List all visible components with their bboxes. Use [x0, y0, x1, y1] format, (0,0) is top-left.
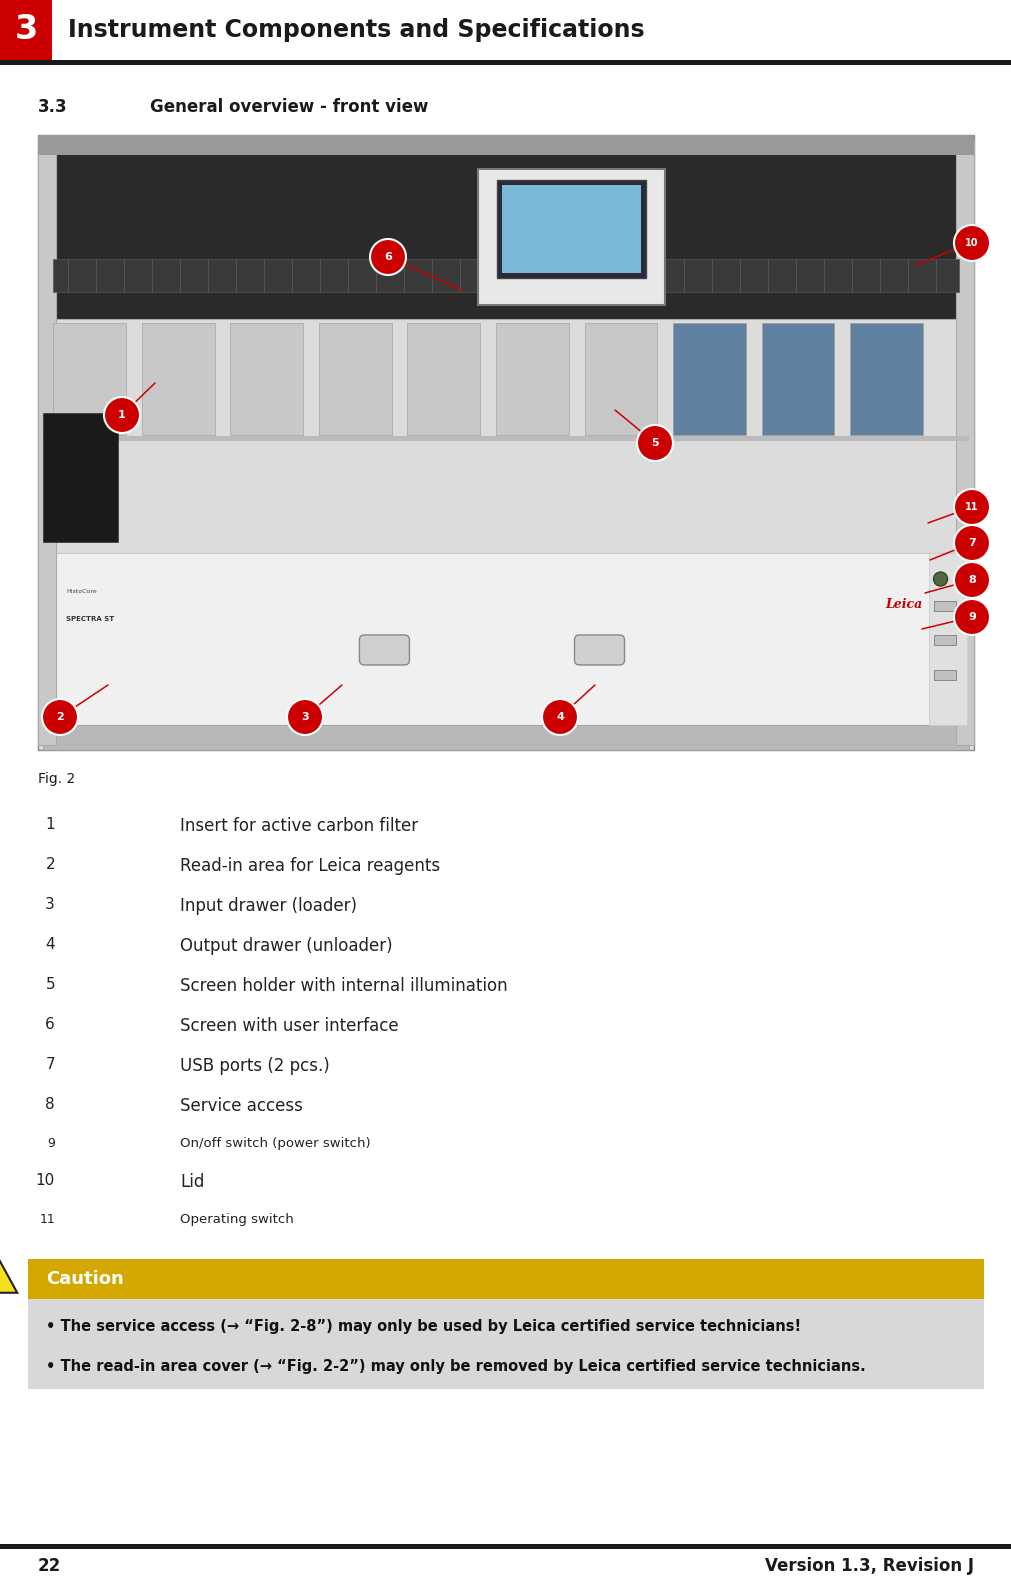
Bar	[954, 140, 973, 745]
Text: Version 1.3, Revision J: Version 1.3, Revision J	[764, 1557, 973, 1574]
Text: 3: 3	[14, 13, 37, 46]
Text: 11: 11	[964, 502, 978, 512]
Text: Input drawer (loader): Input drawer (loader)	[180, 896, 357, 916]
Text: 9: 9	[968, 612, 975, 622]
Bar	[672, 324, 745, 435]
Bar	[231, 324, 302, 435]
Bar	[43, 435, 968, 442]
Text: 8: 8	[968, 576, 975, 585]
Text: 5: 5	[650, 439, 658, 448]
Circle shape	[370, 239, 405, 274]
Bar	[43, 319, 968, 553]
Text: • The service access (→ “Fig. 2-8”) may only be used by Leica certified service : • The service access (→ “Fig. 2-8”) may …	[45, 1319, 801, 1333]
Text: Fig. 2: Fig. 2	[38, 772, 76, 786]
Text: 10: 10	[964, 238, 978, 247]
Text: Lid: Lid	[180, 1172, 204, 1191]
Circle shape	[636, 424, 672, 461]
Text: Leica: Leica	[884, 598, 921, 611]
Text: 6: 6	[45, 1018, 55, 1032]
Circle shape	[42, 699, 78, 735]
Text: Instrument Components and Specifications: Instrument Components and Specifications	[68, 18, 644, 41]
Bar	[932, 635, 954, 646]
Circle shape	[953, 561, 989, 598]
Bar	[501, 185, 641, 273]
Text: 11: 11	[39, 1214, 55, 1227]
Text: 6: 6	[384, 252, 391, 262]
Bar	[932, 601, 954, 611]
Bar	[318, 324, 391, 435]
Text: 22: 22	[38, 1557, 62, 1574]
Text: SPECTRA ST: SPECTRA ST	[67, 616, 114, 622]
Bar	[38, 140, 57, 745]
Text: Caution: Caution	[45, 1270, 123, 1289]
Bar	[584, 324, 656, 435]
Bar	[496, 180, 646, 278]
Text: 4: 4	[45, 936, 55, 952]
Text: 7: 7	[968, 538, 975, 549]
Text: Screen with user interface: Screen with user interface	[180, 1018, 398, 1035]
Text: 10: 10	[35, 1172, 55, 1188]
Bar	[0, 0, 52, 61]
Text: Output drawer (unloader): Output drawer (unloader)	[180, 936, 392, 955]
Text: Screen holder with internal illumination: Screen holder with internal illumination	[180, 978, 508, 995]
Text: HistoCore: HistoCore	[67, 589, 97, 593]
Text: 5: 5	[45, 978, 55, 992]
Text: 8: 8	[45, 1097, 55, 1112]
Text: 3: 3	[45, 896, 55, 912]
Text: Operating switch: Operating switch	[180, 1214, 293, 1227]
Circle shape	[953, 490, 989, 525]
Bar	[54, 258, 957, 292]
Circle shape	[932, 573, 946, 585]
Bar	[43, 413, 118, 542]
Circle shape	[287, 699, 323, 735]
Bar	[43, 553, 968, 726]
Bar	[0, 61, 1011, 65]
Text: General overview - front view: General overview - front view	[150, 97, 428, 116]
Bar	[38, 136, 973, 750]
Circle shape	[104, 397, 140, 432]
Circle shape	[953, 525, 989, 561]
Text: 4: 4	[555, 711, 563, 723]
Text: USB ports (2 pcs.): USB ports (2 pcs.)	[180, 1057, 330, 1075]
Text: 3.3: 3.3	[38, 97, 68, 116]
Circle shape	[953, 600, 989, 635]
Bar	[28, 1298, 983, 1389]
Text: On/off switch (power switch): On/off switch (power switch)	[180, 1137, 370, 1150]
FancyBboxPatch shape	[574, 635, 624, 665]
Text: 1: 1	[45, 817, 55, 833]
Text: 2: 2	[56, 711, 64, 723]
Text: • The read-in area cover (→ “Fig. 2-2”) may only be removed by Leica certified s: • The read-in area cover (→ “Fig. 2-2”) …	[45, 1359, 864, 1373]
Circle shape	[953, 225, 989, 262]
Text: Insert for active carbon filter: Insert for active carbon filter	[180, 817, 418, 836]
Bar	[407, 324, 479, 435]
Bar	[142, 324, 214, 435]
Bar	[38, 136, 973, 319]
Text: 7: 7	[45, 1057, 55, 1072]
Bar	[477, 169, 664, 305]
Text: 1: 1	[118, 410, 125, 419]
Text: 9: 9	[48, 1137, 55, 1150]
FancyBboxPatch shape	[359, 635, 409, 665]
Bar	[43, 726, 968, 750]
Bar	[932, 670, 954, 679]
Bar	[760, 324, 833, 435]
Bar	[0, 1544, 1011, 1549]
Bar	[928, 553, 966, 726]
Bar	[495, 324, 568, 435]
Text: 3: 3	[301, 711, 308, 723]
Bar	[38, 136, 973, 155]
Text: 2: 2	[45, 857, 55, 872]
Polygon shape	[0, 1254, 17, 1294]
Bar	[849, 324, 922, 435]
Text: Service access: Service access	[180, 1097, 302, 1115]
Circle shape	[542, 699, 577, 735]
Bar	[28, 1258, 983, 1298]
Text: Read-in area for Leica reagents: Read-in area for Leica reagents	[180, 857, 440, 876]
Bar	[54, 324, 126, 435]
